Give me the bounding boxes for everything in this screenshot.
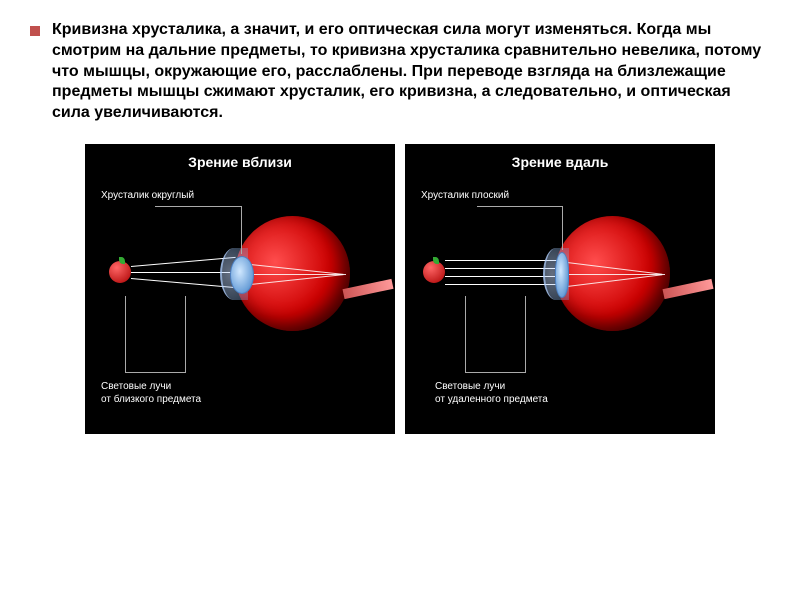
diagram-label: Световые лучи: [435, 381, 505, 393]
panel-far-vision: Зрение вдаль Хрусталик плоскийСветовые л…: [405, 144, 715, 434]
lens: [555, 252, 569, 298]
intro-block: Кривизна хрусталика, а значит, и его опт…: [30, 20, 770, 124]
eye-area-near: Хрусталик округлыйСветовые лучиот близко…: [95, 176, 385, 336]
diagram-container: Зрение вблизи Хрусталик округлыйСветовые…: [30, 144, 770, 434]
pointer-line: [155, 206, 241, 207]
pointer-line: [562, 206, 563, 250]
pointer-line: [125, 296, 126, 372]
panel-near-vision: Зрение вблизи Хрусталик округлыйСветовые…: [85, 144, 395, 434]
lens: [230, 256, 254, 294]
apple-icon: [109, 261, 131, 283]
panel-far-title: Зрение вдаль: [415, 154, 705, 170]
pointer-line: [465, 296, 466, 372]
apple-icon: [423, 261, 445, 283]
pointer-line: [125, 372, 186, 373]
eye-area-far: Хрусталик плоскийСветовые лучиот удаленн…: [415, 176, 705, 336]
diagram-label: Хрусталик округлый: [101, 190, 194, 202]
panel-near-title: Зрение вблизи: [95, 154, 385, 170]
light-ray: [445, 284, 557, 285]
diagram-label: от удаленного предмета: [435, 394, 548, 406]
pointer-line: [185, 296, 186, 372]
optic-nerve: [343, 279, 394, 299]
light-ray: [445, 276, 557, 277]
pointer-line: [477, 206, 562, 207]
diagram-label: Световые лучи: [101, 381, 171, 393]
pointer-line: [241, 206, 242, 254]
pointer-line: [465, 372, 526, 373]
optic-nerve: [663, 279, 714, 299]
light-ray: [445, 260, 557, 261]
light-ray: [445, 268, 557, 269]
diagram-label: Хрусталик плоский: [421, 190, 509, 202]
intro-text: Кривизна хрусталика, а значит, и его опт…: [52, 20, 770, 124]
pointer-line: [525, 296, 526, 372]
diagram-label: от близкого предмета: [101, 394, 201, 406]
bullet-icon: [30, 26, 40, 36]
